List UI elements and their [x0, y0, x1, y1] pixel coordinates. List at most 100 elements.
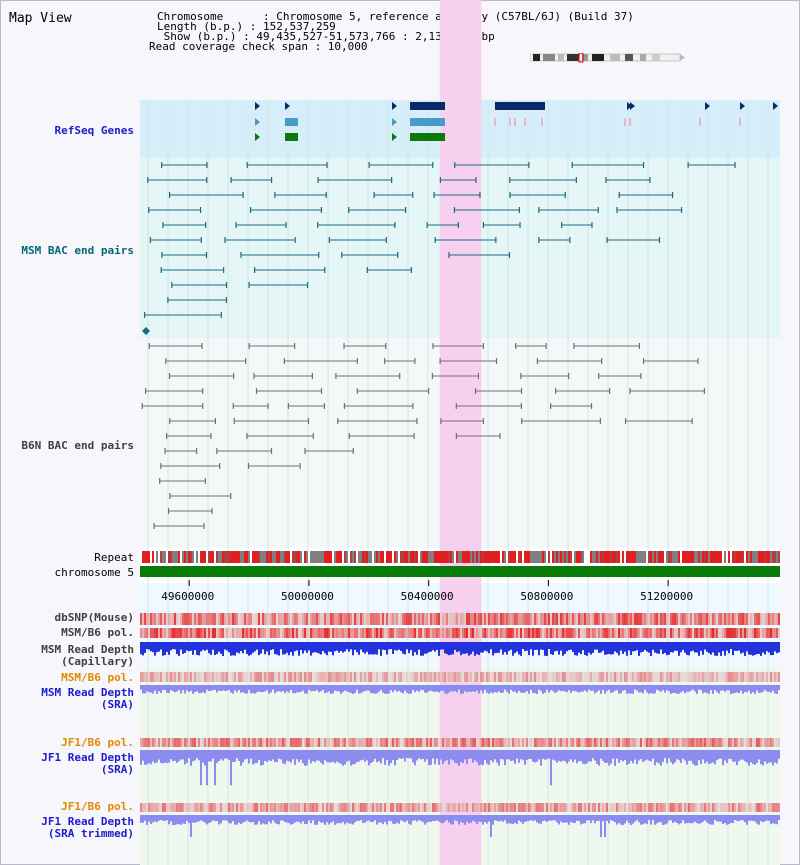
- depth-bar: [604, 685, 606, 694]
- heat-cell: [488, 803, 490, 812]
- repeat-mark: [656, 551, 658, 563]
- track-canvas[interactable]: [140, 0, 780, 865]
- heat-cell: [586, 738, 588, 747]
- depth-bar: [404, 750, 406, 762]
- b6n-bac-end-pairs-label[interactable]: B6N BAC end pairs: [21, 439, 134, 452]
- heat-cell: [396, 628, 398, 638]
- repeat-mark: [458, 551, 460, 563]
- repeat-mark: [166, 551, 168, 563]
- heat-cell: [648, 672, 650, 682]
- chromosome-ideogram[interactable]: [530, 53, 686, 63]
- depth-bar: [428, 750, 430, 766]
- depth-bar: [416, 685, 418, 691]
- heat-cell: [574, 803, 576, 812]
- depth-bar: [342, 815, 344, 822]
- jf1-read-depth-trimmed-label[interactable]: JF1 Read Depth: [41, 815, 134, 828]
- depth-bar: [494, 750, 496, 760]
- heat-cell: [570, 738, 572, 747]
- msm-b6-pol-label[interactable]: MSM/B6 pol.: [61, 626, 134, 639]
- repeat-mark: [526, 551, 528, 563]
- heat-cell: [654, 613, 656, 625]
- depth-bar: [384, 642, 386, 651]
- depth-bar: [392, 685, 394, 693]
- repeat-mark: [508, 551, 510, 563]
- heat-cell: [678, 803, 680, 812]
- repeat-mark: [464, 551, 466, 563]
- depth-bar: [698, 815, 700, 824]
- depth-bar: [474, 750, 476, 761]
- heat-cell: [356, 738, 358, 747]
- heat-cell: [698, 672, 700, 682]
- repeat-mark: [536, 551, 538, 563]
- depth-bar: [554, 815, 556, 821]
- heat-cell: [342, 738, 344, 747]
- depth-bar: [276, 815, 278, 824]
- depth-bar: [544, 815, 546, 821]
- heat-cell: [704, 803, 706, 812]
- depth-bar: [566, 685, 568, 693]
- heat-cell: [656, 803, 658, 812]
- gene-arrow: [627, 102, 632, 110]
- heat-cell: [732, 803, 734, 812]
- heat-cell: [642, 672, 644, 682]
- depth-bar: [764, 750, 766, 762]
- depth-bar: [296, 815, 298, 822]
- heat-cell: [336, 628, 338, 638]
- gene-arrow: [255, 118, 260, 126]
- depth-bar: [364, 685, 366, 692]
- depth-bar: [392, 750, 394, 761]
- depth-bar: [530, 642, 532, 650]
- heat-cell: [206, 738, 208, 747]
- heat-cell: [724, 803, 726, 812]
- repeat-mark: [376, 551, 378, 563]
- repeat-mark: [330, 551, 332, 563]
- heat-cell: [214, 628, 216, 638]
- heat-cell: [574, 738, 576, 747]
- depth-bar: [560, 750, 562, 762]
- heat-cell: [406, 672, 408, 682]
- depth-bar: [576, 815, 578, 821]
- heat-cell: [430, 613, 432, 625]
- jf1-b6-pol-trimmed-label[interactable]: JF1/B6 pol.: [61, 800, 134, 813]
- depth-bar: [640, 815, 642, 825]
- depth-bar: [438, 750, 440, 765]
- depth-bar: [274, 642, 276, 655]
- heat-cell: [604, 738, 606, 747]
- heat-cell: [328, 628, 330, 638]
- repeat-mark: [392, 551, 394, 563]
- heat-cell: [728, 613, 730, 625]
- heat-cell: [454, 628, 456, 638]
- heat-cell: [338, 803, 340, 812]
- repeat-mark: [316, 551, 318, 563]
- msm-read-depth-sra-label[interactable]: MSM Read Depth: [41, 686, 134, 699]
- depth-bar: [498, 685, 500, 692]
- jf1-read-depth-sra-label[interactable]: JF1 Read Depth: [41, 751, 134, 764]
- heat-cell: [284, 672, 286, 682]
- depth-bar: [254, 642, 256, 652]
- msm-read-depth-capillary-label[interactable]: MSM Read Depth: [41, 643, 134, 656]
- heat-cell: [774, 672, 776, 682]
- heat-cell: [400, 613, 402, 625]
- refseq-genes-label[interactable]: RefSeq Genes: [54, 124, 134, 137]
- depth-bar: [282, 642, 284, 655]
- msm-bac-end-pairs-label[interactable]: MSM BAC end pairs: [21, 244, 134, 257]
- heat-cell: [774, 803, 776, 812]
- heat-cell: [562, 628, 564, 638]
- depth-bar: [550, 685, 552, 691]
- heat-cell: [302, 613, 304, 625]
- jf1-b6-pol-label[interactable]: JF1/B6 pol.: [61, 736, 134, 749]
- dbsnp-label[interactable]: dbSNP(Mouse): [54, 611, 134, 624]
- msm-b6-pol-sra-label[interactable]: MSM/B6 pol.: [61, 671, 134, 684]
- heat-cell: [466, 628, 468, 638]
- heat-cell: [702, 672, 704, 682]
- heat-cell: [346, 803, 348, 812]
- depth-bar: [458, 642, 460, 652]
- heat-cell: [378, 613, 380, 625]
- heat-cell: [364, 613, 366, 625]
- heat-cell: [534, 613, 536, 625]
- track-area[interactable]: 49600000 50000000 50400000 50800000 5120…: [140, 0, 780, 865]
- depth-bar: [402, 815, 404, 822]
- axis-tick-label: 51200000: [640, 590, 694, 603]
- heat-cell: [462, 672, 464, 682]
- repeat-mark: [480, 551, 482, 563]
